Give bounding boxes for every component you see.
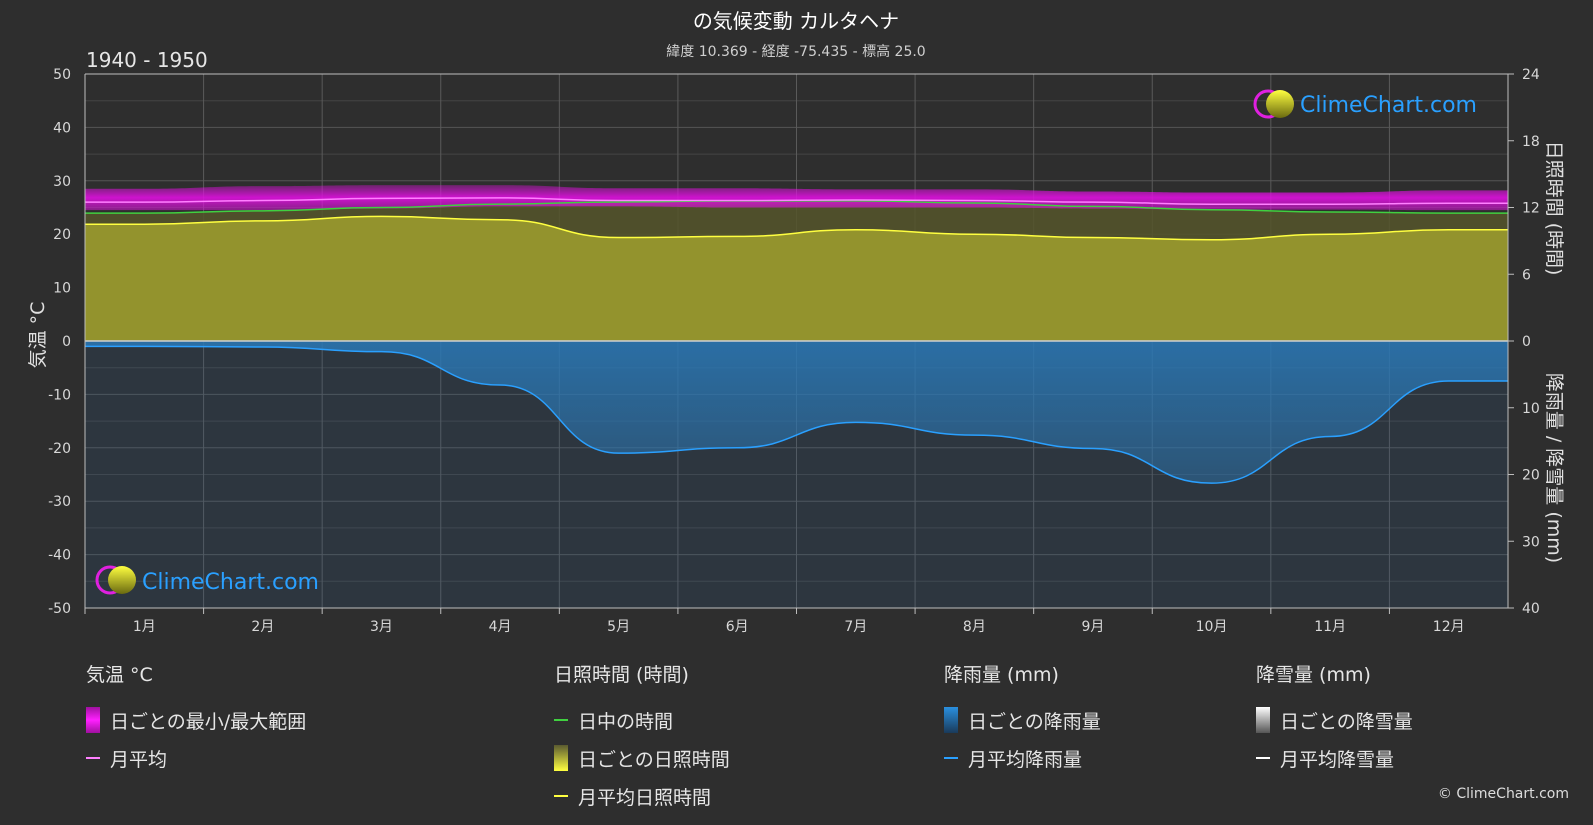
right-axis-top-label: 日照時間 (時間) xyxy=(1543,141,1565,276)
x-tick-label: 5月 xyxy=(607,619,630,635)
legend-title: 降雪量 (mm) xyxy=(1256,664,1371,686)
legend-sunshine: 日照時間 (時間) 日中の時間 日ごとの日照時間 月平均日照時間 xyxy=(554,660,730,815)
axes: 50 40 30 20 10 0 -10 -20 -30 -40 -50 24 18 12 6 0 10 20 30… xyxy=(48,67,1540,635)
logo-sun-icon xyxy=(108,566,136,594)
left-tick-label: -50 xyxy=(48,601,71,617)
sunshine-mean-line xyxy=(85,215,1508,241)
legend-item: 日ごとの日照時間 xyxy=(554,739,730,777)
x-tick-label: 11月 xyxy=(1314,619,1346,635)
right-top-tick-label: 24 xyxy=(1522,67,1540,83)
logo-text: ClimeChart.com xyxy=(142,570,319,595)
rain-area xyxy=(85,341,1508,484)
temp-mean-swatch xyxy=(86,757,100,759)
chart-subtitle: 緯度 10.369 - 経度 -75.435 - 標高 25.0 xyxy=(666,43,925,60)
rain-mean-swatch xyxy=(944,757,958,759)
x-tick-label: 2月 xyxy=(251,619,274,635)
x-tick-label: 3月 xyxy=(370,619,393,635)
legend-snow: 降雪量 (mm) 日ごとの降雪量 月平均降雪量 xyxy=(1256,660,1413,777)
legend-item: 月平均降雪量 xyxy=(1256,739,1413,777)
legend-item: 月平均日照時間 xyxy=(554,777,730,815)
logo-bottom: ClimeChart.com xyxy=(95,565,319,595)
right-bottom-tick-label: 40 xyxy=(1522,601,1540,617)
x-tick-label: 4月 xyxy=(489,619,512,635)
copyright: © ClimeChart.com xyxy=(1437,786,1569,802)
rain-swatch xyxy=(944,707,958,733)
right-bottom-tick-label: 30 xyxy=(1522,534,1540,550)
legend-rain: 降雨量 (mm) 日ごとの降雨量 月平均降雨量 xyxy=(944,660,1101,777)
x-tick-label: 12月 xyxy=(1433,619,1465,635)
left-tick-label: 10 xyxy=(53,281,71,297)
rain-mean-line xyxy=(84,345,1508,484)
snow-mean-swatch xyxy=(1256,757,1270,759)
legend-item: 月平均 xyxy=(86,739,306,777)
legend-item: 月平均降雨量 xyxy=(944,739,1101,777)
right-bottom-tick-label: 10 xyxy=(1522,401,1540,417)
legend-title: 降雨量 (mm) xyxy=(944,664,1059,686)
daylight-swatch xyxy=(554,719,568,721)
left-tick-label: -20 xyxy=(48,441,71,457)
right-top-tick-label: 12 xyxy=(1522,201,1540,217)
chart-title: の気候変動 カルタヘナ xyxy=(693,9,899,33)
legend-item: 日ごとの最小/最大範囲 xyxy=(86,701,306,739)
logo-top: ClimeChart.com xyxy=(1253,89,1477,119)
left-tick-label: 0 xyxy=(62,334,71,350)
legend-temperature: 気温 °C 日ごとの最小/最大範囲 月平均 xyxy=(86,660,306,777)
x-tick-label: 1月 xyxy=(133,619,156,635)
x-tick-label: 8月 xyxy=(963,619,986,635)
sunshine-mean-swatch xyxy=(554,795,568,797)
right-axis-bottom-label: 降雨量 / 降雪量 (mm) xyxy=(1543,373,1565,563)
legend-item: 日中の時間 xyxy=(554,701,730,739)
right-top-tick-label: 18 xyxy=(1522,134,1540,150)
left-tick-label: 20 xyxy=(53,227,71,243)
legend-title: 気温 °C xyxy=(86,664,153,686)
right-bottom-tick-label: 20 xyxy=(1522,468,1540,484)
x-tick-label: 9月 xyxy=(1081,619,1104,635)
x-tick-label: 10月 xyxy=(1196,619,1228,635)
right-top-tick-label: 6 xyxy=(1522,267,1531,283)
temp-range-swatch xyxy=(86,707,100,733)
sunshine-area xyxy=(85,216,1508,341)
right-top-tick-label: 0 xyxy=(1522,334,1531,350)
logo-text: ClimeChart.com xyxy=(1300,93,1477,118)
left-tick-label: -10 xyxy=(48,387,71,403)
rain-daily-haze xyxy=(85,341,1508,608)
x-tick-label: 7月 xyxy=(844,619,867,635)
temp-mean-line xyxy=(85,197,1508,206)
left-tick-label: 50 xyxy=(53,67,71,83)
snow-swatch xyxy=(1256,707,1270,733)
logo-sun-icon xyxy=(1266,90,1294,118)
legend-item: 日ごとの降雪量 xyxy=(1256,701,1413,739)
left-axis-label: 気温 °C xyxy=(27,302,49,369)
x-tick-label: 6月 xyxy=(726,619,749,635)
period-label: 1940 - 1950 xyxy=(86,48,208,72)
legend-item: 日ごとの降雨量 xyxy=(944,701,1101,739)
data-marks xyxy=(84,185,1508,608)
left-tick-label: 30 xyxy=(53,174,71,190)
left-tick-label: -30 xyxy=(48,494,71,510)
left-tick-label: -40 xyxy=(48,548,71,564)
sunshine-swatch xyxy=(554,745,568,771)
left-tick-label: 40 xyxy=(53,120,71,136)
legend-title: 日照時間 (時間) xyxy=(554,664,689,686)
